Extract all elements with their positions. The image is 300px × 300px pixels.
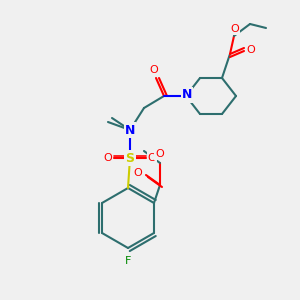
Text: O: O [231, 24, 239, 34]
Text: O: O [103, 153, 112, 163]
Text: S: S [125, 152, 134, 164]
Text: O: O [148, 153, 156, 163]
Text: O: O [134, 168, 142, 178]
Text: O: O [150, 65, 158, 75]
Text: O: O [247, 45, 255, 55]
Text: F: F [125, 256, 131, 266]
Text: O: O [156, 149, 164, 159]
Text: N: N [125, 124, 135, 136]
Text: N: N [182, 88, 192, 101]
